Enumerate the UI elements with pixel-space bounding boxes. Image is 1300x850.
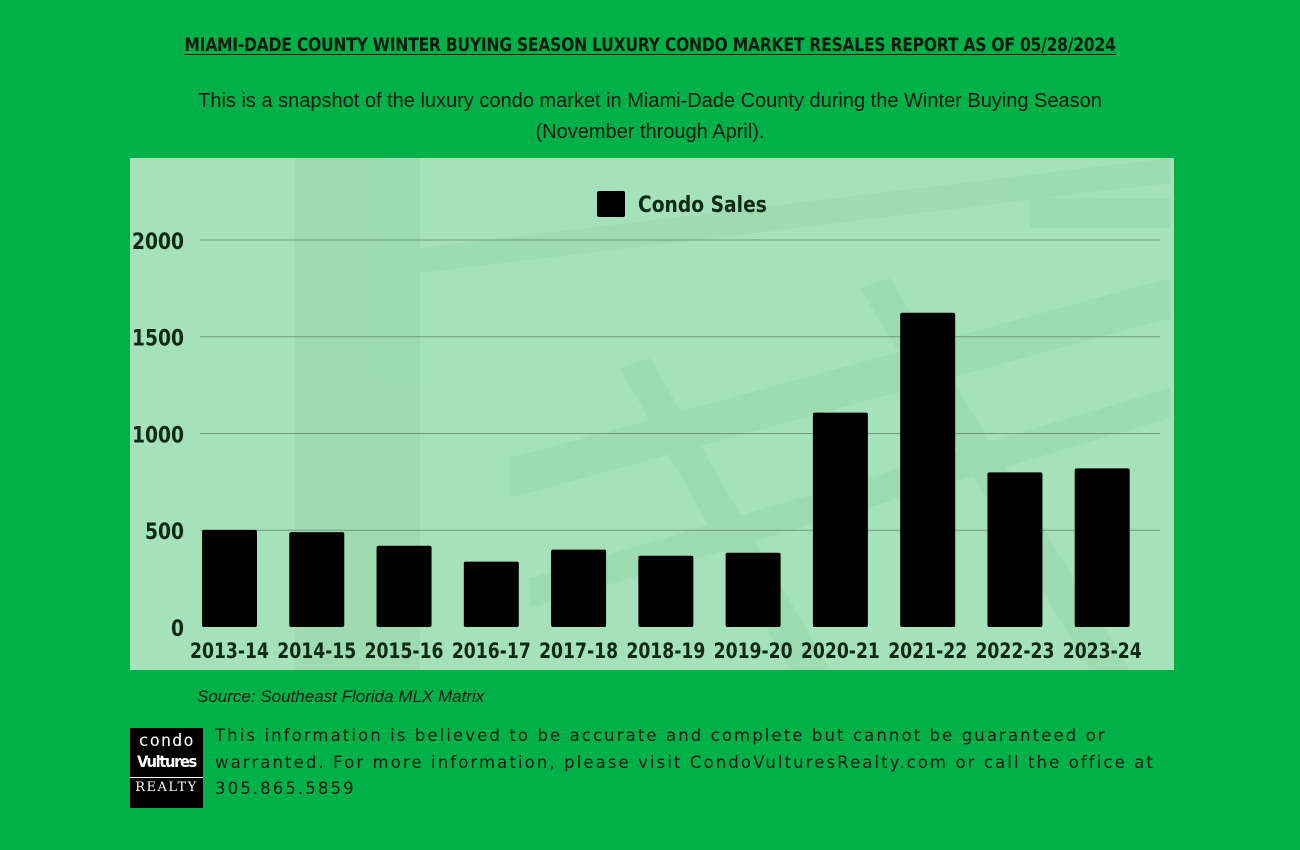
x-tick-label: 2018-19 (626, 638, 705, 663)
x-tick-label: 2019-20 (714, 638, 793, 663)
bar-2022-23 (987, 472, 1043, 627)
bar-2016-17 (463, 561, 519, 627)
condo-vultures-logo: condo Vultures REALTY (130, 728, 203, 808)
bar-2013-14 (202, 529, 257, 627)
y-tick-label: 0 (171, 616, 184, 642)
x-tick-label: 2015-16 (365, 638, 444, 663)
x-tick-label: 2017-18 (539, 638, 618, 663)
x-tick-label: 2022-23 (975, 638, 1054, 663)
x-tick-label: 2016-17 (452, 638, 531, 663)
x-tick-label: 2013-14 (190, 638, 269, 663)
y-tick-label: 2000 (132, 229, 184, 255)
bar-2021-22 (900, 312, 956, 627)
logo-line-realty: REALTY (130, 777, 203, 796)
disclaimer-text: This information is believed to be accur… (215, 726, 1155, 798)
legend: Condo Sales (597, 191, 767, 217)
bar-2019-20 (725, 552, 781, 627)
bar-2020-21 (812, 412, 868, 627)
bars (202, 312, 1130, 627)
report-subtitle: This is a snapshot of the luxury condo m… (198, 90, 1102, 143)
source-note: Source: Southeast Florida MLX Matrix (197, 687, 485, 706)
y-tick-label: 1000 (132, 422, 184, 448)
y-tick-label: 1500 (132, 325, 184, 351)
y-tick-label: 500 (145, 519, 184, 545)
x-tick-label: 2021-22 (888, 638, 967, 663)
bar-2015-16 (376, 545, 432, 627)
gridlines (200, 239, 1160, 531)
bar-2018-19 (638, 555, 694, 627)
chart-panel: 0 500 1000 1500 2000 2013-14 2014-15 2015-16 20… (130, 158, 1174, 670)
y-axis-tick-labels: 0 500 1000 1500 2000 (132, 229, 184, 642)
x-tick-label: 2014-15 (277, 638, 356, 663)
bar-2017-18 (551, 549, 607, 627)
legend-label: Condo Sales (638, 192, 767, 218)
legend-swatch (597, 191, 625, 217)
logo-line-vultures: Vultures (137, 752, 197, 771)
x-axis-tick-labels: 2013-14 2014-15 2015-16 2016-17 2017-18 2018-… (190, 638, 1142, 663)
report-title: MIAMI-DADE COUNTY WINTER BUYING SEASON L… (184, 34, 1116, 56)
x-tick-label: 2023-24 (1063, 638, 1142, 663)
logo-line-condo: condo (138, 731, 195, 751)
bar-2023-24 (1074, 468, 1130, 627)
x-tick-label: 2020-21 (801, 638, 880, 663)
bar-2014-15 (289, 532, 345, 627)
